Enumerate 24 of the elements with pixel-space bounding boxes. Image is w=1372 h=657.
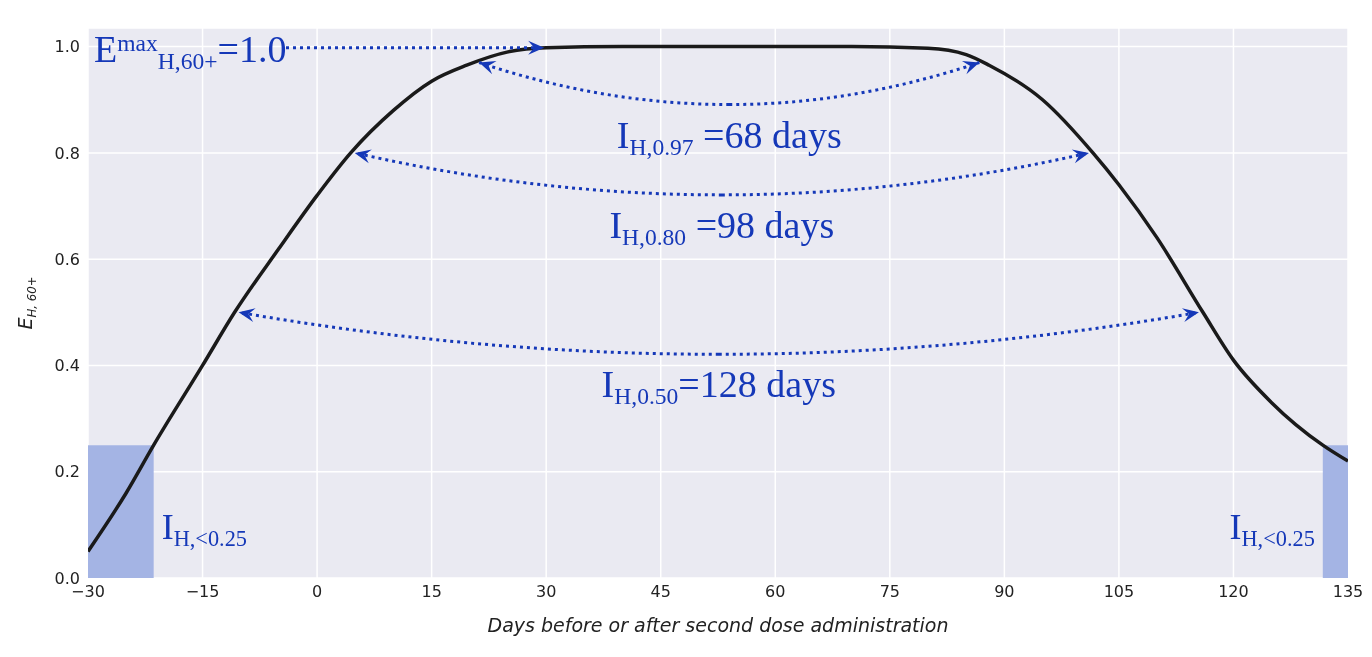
band-label: I$_{H,<0.25}$ [1229, 506, 1315, 551]
y-tick-label: 0.4 [54, 356, 80, 376]
x-axis-title: Days before or after second dose administration [487, 614, 949, 636]
x-tick-label: 90 [994, 582, 1015, 602]
annotation: I$_{H,0.50}$=128 days [601, 363, 836, 410]
x-tick-label: 120 [1218, 582, 1249, 602]
x-tick-label: 105 [1103, 582, 1135, 602]
annotation: E$^{max}$$_{H,60+}$=1.0 [94, 27, 287, 74]
x-tick-label: 0 [312, 582, 323, 602]
x-tick-label: 135 [1332, 582, 1364, 602]
x-tick-label: −15 [185, 582, 220, 602]
x-tick-label: 30 [536, 582, 557, 602]
x-tick-label: 15 [421, 582, 442, 602]
y-tick-label: 1.0 [54, 37, 80, 57]
x-tick-label: 75 [879, 582, 900, 602]
y-tick-label: 0.0 [54, 568, 80, 588]
y-tick-label: 0.8 [54, 143, 80, 163]
band-label: I$_{H,<0.25}$ [161, 506, 247, 551]
y-tick-label: 0.2 [54, 462, 80, 482]
x-tick-label: 45 [650, 582, 671, 602]
annotation: I$_{H,0.80}$ =98 days [609, 203, 835, 251]
y-tick-label: 0.6 [54, 249, 80, 269]
annotation: I$_{H,0.97}$ =68 days [616, 113, 842, 160]
x-tick-label: 60 [765, 582, 786, 602]
